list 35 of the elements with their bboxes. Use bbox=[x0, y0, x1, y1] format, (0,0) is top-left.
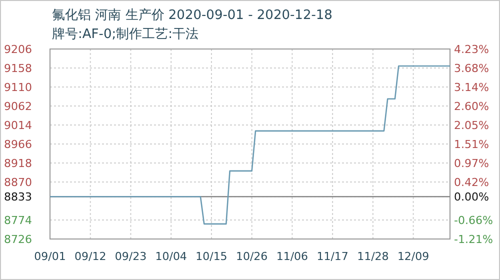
y-tick-label: 8833 bbox=[4, 190, 32, 204]
y2-tick-label: 2.60% bbox=[454, 100, 489, 113]
y2-tick-label: 3.14% bbox=[454, 81, 489, 94]
y-tick-label: 8966 bbox=[4, 138, 32, 151]
line-series bbox=[49, 65, 451, 225]
y2-tick-label: -1.21% bbox=[454, 233, 493, 246]
y2-tick-label: 3.68% bbox=[454, 62, 489, 76]
x-tick-label: 09/23 bbox=[114, 250, 147, 263]
x-tick-label: 11/17 bbox=[316, 250, 348, 263]
y2-tick-label: 0.00% bbox=[454, 190, 489, 204]
x-tick-label: 09/01 bbox=[34, 250, 66, 263]
x-tick-label: 10/04 bbox=[155, 250, 187, 263]
y-tick-label: 8726 bbox=[4, 233, 32, 246]
y2-tick-label: 2.05% bbox=[454, 119, 489, 132]
y2-tick-label: 1.51% bbox=[454, 138, 489, 151]
x-tick-label: 12/09 bbox=[397, 250, 430, 263]
x-tick-label: 11/28 bbox=[357, 250, 389, 263]
y-tick-label: 8774 bbox=[4, 214, 32, 227]
y-tick-label: 8870 bbox=[4, 176, 32, 189]
chart-subtitle: 牌号:AF-0;制作工艺:干法 bbox=[52, 27, 198, 42]
y2-tick-label: 4.23% bbox=[454, 43, 489, 56]
y2-tick-label: 0.42% bbox=[454, 176, 489, 190]
y-tick-label: 8918 bbox=[4, 157, 32, 170]
y-tick-label: 9110 bbox=[4, 81, 32, 94]
y2-tick-label: -0.66% bbox=[454, 214, 493, 227]
x-tick-label: 11/06 bbox=[276, 250, 308, 263]
chart-title: 氟化铝 河南 生产价 2020-09-01 - 2020-12-18 bbox=[52, 8, 332, 23]
y-tick-label: 9206 bbox=[4, 43, 32, 56]
y-tick-label: 9062 bbox=[4, 100, 32, 113]
x-tick-label: 10/26 bbox=[236, 250, 268, 263]
y2-tick-label: 0.97% bbox=[454, 156, 489, 170]
y-tick-label: 9014 bbox=[4, 119, 32, 132]
x-tick-label: 09/12 bbox=[74, 250, 106, 263]
x-tick-label: 10/15 bbox=[196, 250, 228, 263]
y-tick-label: 9158 bbox=[4, 62, 32, 75]
